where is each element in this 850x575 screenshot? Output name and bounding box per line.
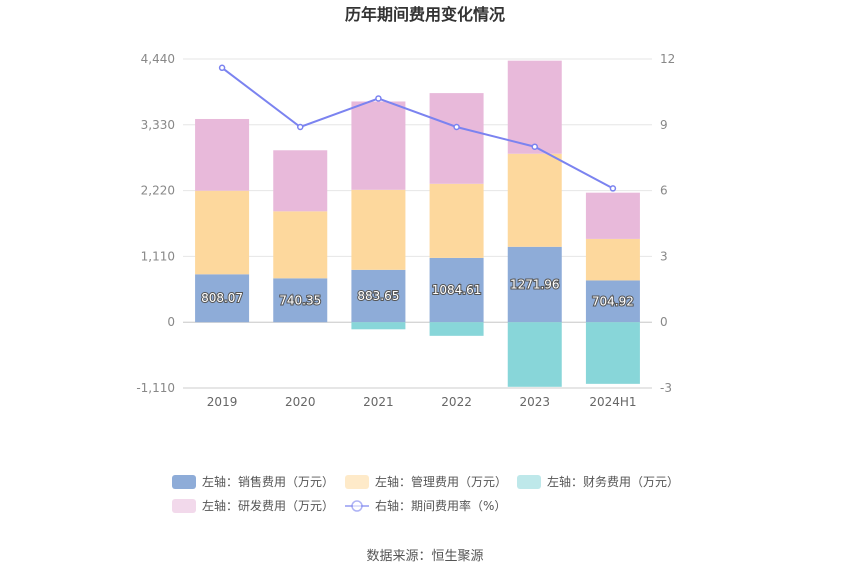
bar-value-label: 1084.61: [432, 283, 482, 297]
x-tick-label: 2022: [441, 395, 472, 409]
left-tick-label: 3,330: [141, 118, 175, 132]
x-tick-label: 2024H1: [589, 395, 636, 409]
bars: [195, 60, 640, 387]
x-axis-ticks: 2019 2020 2021 2022 2023 2024H1: [183, 387, 652, 409]
source-note: 数据来源：恒生聚源: [366, 549, 483, 564]
bar-segment: [507, 60, 562, 154]
right-tick-label: 0: [660, 315, 668, 329]
legend-swatch: [172, 499, 196, 513]
x-tick-label: 2023: [519, 395, 550, 409]
bar-segment: [195, 274, 250, 323]
bar-value-label: 740.35: [279, 293, 321, 307]
bar-segment: [195, 190, 250, 275]
left-tick-label: 4,440: [141, 52, 175, 66]
legend-label: 左轴：研发费用（万元）: [202, 498, 334, 513]
bar-segment: [195, 118, 250, 191]
right-tick-label: 3: [660, 249, 668, 263]
bar-segment-negative: [507, 322, 562, 387]
bar-segment: [585, 238, 640, 281]
legend-label: 左轴：财务费用（万元）: [547, 474, 679, 489]
left-axis-ticks: -1,110 0 1,110 2,220 3,330 4,440: [136, 52, 175, 395]
ratio-line-path: [221, 66, 614, 190]
left-tick-label: -1,110: [136, 381, 175, 395]
bar-segment: [585, 192, 640, 239]
bar-segment-negative: [351, 322, 406, 330]
x-tick-label: 2019: [207, 395, 238, 409]
ratio-line: [218, 64, 617, 192]
grid: [183, 58, 652, 389]
bar-segment-negative: [585, 322, 640, 384]
right-tick-label: -3: [660, 381, 672, 395]
legend-line-marker: [351, 500, 363, 512]
right-tick-label: 6: [660, 184, 668, 198]
ratio-point: [609, 185, 617, 192]
ratio-point: [531, 143, 538, 150]
bar-value-label: 883.65: [357, 289, 399, 303]
ratio-point: [218, 64, 226, 72]
bar-segment: [585, 280, 640, 323]
bar-segment: [351, 269, 406, 323]
x-tick-label: 2020: [285, 395, 316, 409]
ratio-point: [375, 95, 382, 102]
bar-value-label: 704.92: [592, 294, 634, 308]
legend-swatch: [345, 475, 369, 489]
bar-segment: [273, 278, 328, 323]
bar-segment: [351, 101, 406, 190]
legend-swatch: [172, 475, 196, 489]
bar-value-label: 1271.96: [510, 277, 560, 291]
ratio-point: [453, 123, 460, 131]
legend-label: 左轴：管理费用（万元）: [375, 474, 507, 489]
bar-segment: [351, 189, 406, 270]
legend-label: 右轴：期间费用率（%）: [375, 498, 506, 513]
right-tick-label: 12: [660, 52, 675, 66]
chart-title: 历年期间费用变化情况: [345, 5, 505, 24]
left-tick-label: 1,110: [141, 249, 175, 263]
legend: 左轴：销售费用（万元） 左轴：管理费用（万元） 左轴：财务费用（万元） 左轴：研发费用…: [172, 474, 679, 513]
legend-swatch: [517, 475, 541, 489]
left-tick-label: 0: [167, 315, 175, 329]
bar-value-label: 808.07: [201, 291, 243, 305]
x-tick-label: 2021: [363, 395, 394, 409]
bar-segment: [507, 246, 562, 323]
bar-segment: [507, 153, 562, 247]
right-tick-label: 9: [660, 118, 668, 132]
bar-segment: [429, 183, 484, 258]
bar-segment: [273, 211, 328, 279]
right-axis-ticks: -3 0 3 6 9 12: [660, 52, 675, 395]
left-tick-label: 2,220: [141, 184, 175, 198]
data-labels: 808.07 740.35 883.65 1084.61 1271.96 704.92: [200, 276, 635, 309]
bar-segment: [273, 150, 328, 212]
bar-segment: [429, 93, 484, 184]
bar-segment-negative: [429, 322, 484, 336]
ratio-point: [297, 123, 304, 131]
legend-label: 左轴：销售费用（万元）: [202, 474, 334, 489]
bar-segment: [429, 257, 484, 323]
